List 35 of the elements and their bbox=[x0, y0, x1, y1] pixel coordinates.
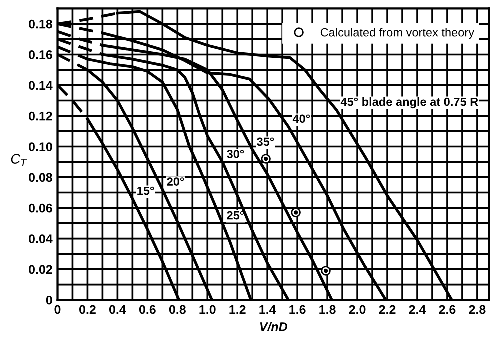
y-tick-label: 0.12 bbox=[29, 112, 52, 121]
y-tick-label: 0 bbox=[46, 296, 52, 305]
y-tick-label: 0.06 bbox=[29, 204, 52, 213]
x-tick-label: 1.6 bbox=[290, 305, 306, 314]
x-tick-label: 0.8 bbox=[169, 305, 186, 314]
x-tick-label: 2.4 bbox=[409, 305, 426, 314]
y-axis-title: C$_{T}$ bbox=[11, 154, 28, 166]
annotation: 20° bbox=[167, 178, 184, 186]
x-tick-label: 2.0 bbox=[349, 305, 366, 314]
y-tick-label: 0.08 bbox=[29, 173, 52, 182]
annotation: 30° bbox=[227, 150, 244, 158]
annotation: 40° bbox=[292, 114, 310, 124]
annotation: 15° bbox=[138, 186, 154, 196]
x-tick-label: 0.2 bbox=[80, 305, 96, 314]
x-tick-label: 1.4 bbox=[260, 305, 276, 314]
y-tick-label: 0.02 bbox=[29, 265, 52, 274]
x-tick-label: 1.8 bbox=[320, 305, 336, 314]
y-tick-label: 0.14 bbox=[29, 81, 53, 90]
x-tick-label: 2.8 bbox=[469, 305, 486, 314]
x-axis-title: V/nD bbox=[260, 322, 288, 332]
x-tick-label: 0.4 bbox=[110, 305, 126, 314]
legend-label: Calculated from vortex theory bbox=[320, 28, 474, 40]
x-tick-label: 2.6 bbox=[439, 305, 456, 314]
annotation: 25° bbox=[227, 211, 244, 220]
y-tick-label: 0.04 bbox=[29, 234, 53, 244]
annotation: 35° bbox=[257, 138, 274, 146]
x-tick-label: 2.2 bbox=[379, 305, 396, 314]
annotation: 45° blade angle at 0.75 R bbox=[340, 98, 478, 109]
y-tick-label: 0.18 bbox=[29, 20, 52, 29]
x-tick-label: 1.2 bbox=[230, 305, 246, 314]
x-tick-label: 0.6 bbox=[139, 305, 156, 314]
x-tick-label: 0 bbox=[54, 305, 61, 314]
x-tick-label: 1.0 bbox=[200, 305, 216, 314]
y-tick-label: 0.10 bbox=[29, 142, 52, 152]
y-tick-label: 0.16 bbox=[29, 50, 52, 60]
